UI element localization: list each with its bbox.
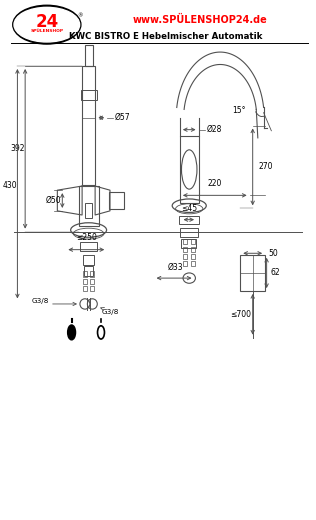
Bar [90, 279, 94, 284]
Bar [90, 286, 94, 291]
Text: Ø28: Ø28 [206, 125, 222, 134]
Text: ≤45: ≤45 [181, 204, 197, 213]
Text: 15°: 15° [233, 106, 246, 114]
Text: KWC BISTRO E Hebelmischer Automatik: KWC BISTRO E Hebelmischer Automatik [69, 32, 263, 41]
Bar [183, 239, 187, 244]
Bar [79, 186, 99, 226]
Ellipse shape [13, 5, 81, 44]
Bar [191, 261, 195, 266]
Bar [80, 242, 97, 251]
Text: ≤250: ≤250 [76, 233, 97, 242]
Bar [83, 279, 87, 284]
Bar [191, 239, 195, 244]
Text: Ø57: Ø57 [115, 113, 131, 122]
Text: ®: ® [77, 14, 83, 18]
Bar [83, 271, 87, 277]
Text: ≤700: ≤700 [230, 310, 251, 319]
Bar [90, 271, 94, 277]
Text: 62: 62 [270, 268, 280, 278]
Bar [180, 136, 198, 203]
Bar [191, 246, 195, 252]
Text: SPÜLENSHOP: SPÜLENSHOP [30, 29, 63, 33]
Bar [240, 255, 265, 291]
Text: Ø50: Ø50 [46, 196, 61, 205]
Bar [85, 45, 93, 66]
Text: G3/8: G3/8 [32, 298, 49, 304]
Ellipse shape [14, 7, 80, 42]
Bar [85, 203, 92, 218]
Text: 50: 50 [269, 249, 278, 258]
Text: www.SPÜLENSHOP24.de: www.SPÜLENSHOP24.de [133, 15, 267, 24]
Bar [83, 286, 87, 291]
Bar [183, 254, 187, 259]
Text: 24: 24 [35, 13, 58, 31]
Bar [83, 255, 94, 265]
Bar [84, 266, 94, 276]
Bar [81, 90, 97, 100]
Bar [183, 246, 187, 252]
Text: Ø33: Ø33 [168, 263, 183, 272]
Text: G3/8: G3/8 [102, 309, 119, 315]
Bar [179, 216, 199, 224]
Bar [109, 192, 124, 209]
Bar [183, 261, 187, 266]
Bar [82, 66, 95, 185]
Bar [181, 239, 196, 248]
Text: 220: 220 [208, 178, 222, 188]
Text: 430: 430 [2, 180, 17, 189]
Text: 270: 270 [258, 162, 273, 172]
Ellipse shape [68, 325, 76, 340]
Text: 392: 392 [10, 144, 25, 153]
Bar [191, 254, 195, 259]
Bar [180, 228, 198, 237]
